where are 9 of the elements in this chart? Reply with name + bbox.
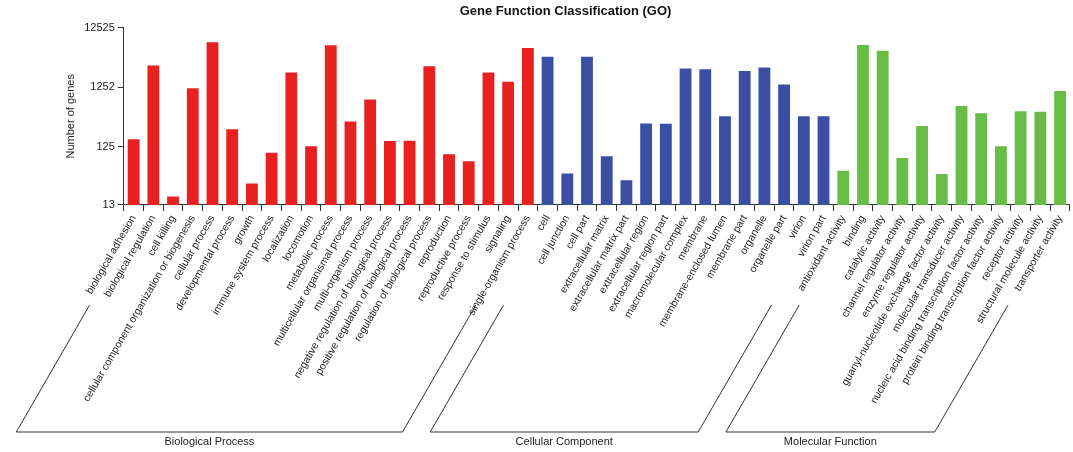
- y-tick-label: 125: [96, 139, 115, 152]
- y-tick-label: 13: [102, 198, 115, 211]
- text: Molecular Function: [783, 435, 877, 448]
- y-axis-title: Number of genes: [63, 73, 76, 159]
- text: Biological Process: [164, 435, 255, 448]
- y-tick-label: 1252: [90, 80, 115, 93]
- text: Cellular Component: [515, 435, 613, 448]
- y-tick-label: 12525: [84, 20, 115, 33]
- chart-title: Gene Function Classification (GO): [459, 3, 672, 19]
